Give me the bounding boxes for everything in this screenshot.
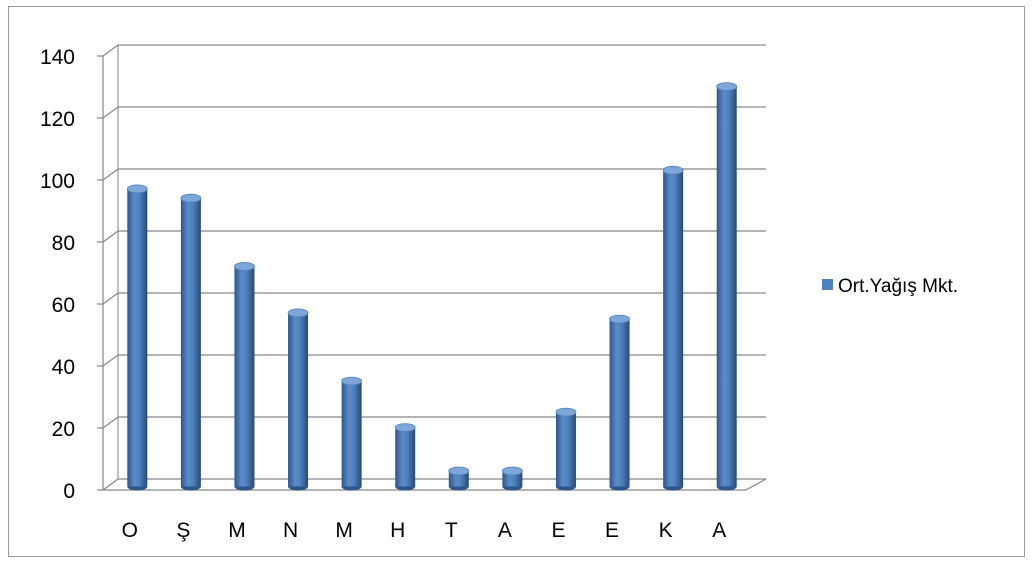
legend-swatch bbox=[822, 279, 833, 290]
bar-top bbox=[234, 261, 255, 271]
y-tick-label: 140 bbox=[40, 46, 75, 69]
bar-top bbox=[341, 376, 363, 386]
bar bbox=[555, 407, 577, 491]
bar bbox=[180, 193, 202, 491]
bar bbox=[662, 165, 684, 491]
bar-top bbox=[180, 193, 202, 203]
bar-top bbox=[126, 184, 148, 194]
x-tick-label: M bbox=[335, 519, 353, 542]
bar bbox=[287, 308, 309, 491]
legend-label: Ort.Yağış Mkt. bbox=[838, 276, 958, 297]
bar-series bbox=[126, 82, 738, 491]
x-tick-label: K bbox=[659, 519, 673, 542]
bar-body bbox=[288, 312, 309, 487]
bar-top bbox=[287, 308, 309, 318]
bar-body bbox=[716, 86, 737, 487]
gridline-side bbox=[102, 230, 119, 243]
bar-body bbox=[609, 319, 630, 487]
gridline-side bbox=[102, 44, 119, 57]
x-tick-label: O bbox=[122, 519, 138, 542]
y-tick-label: 60 bbox=[52, 294, 75, 317]
bar bbox=[501, 466, 523, 491]
bar bbox=[609, 314, 630, 491]
bar-body bbox=[555, 412, 576, 487]
bar-top bbox=[394, 423, 416, 433]
x-tick-label: H bbox=[390, 519, 405, 542]
bar-top bbox=[609, 314, 630, 324]
gridlines bbox=[97, 44, 766, 491]
bar bbox=[234, 261, 255, 491]
y-tick-label: 100 bbox=[40, 170, 75, 193]
bar-top bbox=[448, 466, 470, 476]
y-tick-label: 20 bbox=[52, 418, 75, 441]
bar bbox=[341, 376, 363, 491]
bar bbox=[716, 82, 738, 491]
bar-body bbox=[180, 198, 201, 487]
gridline-side bbox=[102, 354, 119, 367]
x-tick-label: T bbox=[445, 519, 458, 542]
bar-body bbox=[127, 188, 148, 487]
floor-right-edge bbox=[745, 478, 767, 491]
legend: Ort.Yağış Mkt. bbox=[822, 276, 958, 297]
bar-body bbox=[341, 381, 362, 487]
x-tick-label: A bbox=[712, 519, 726, 542]
bar-body bbox=[234, 266, 255, 487]
y-tick-label: 0 bbox=[63, 480, 75, 503]
gridline-side bbox=[102, 292, 119, 305]
y-tick-label: 40 bbox=[52, 356, 75, 379]
chart-frame bbox=[8, 6, 1025, 557]
y-axis-tick-labels: 0 20 40 60 80 100 120 140 bbox=[40, 46, 75, 503]
gridline-side bbox=[102, 106, 119, 119]
gridline-side bbox=[102, 416, 119, 429]
y-tick-label: 120 bbox=[40, 108, 75, 131]
axes bbox=[102, 45, 767, 491]
x-tick-label: N bbox=[283, 519, 298, 542]
y-tick-label: 80 bbox=[52, 232, 75, 255]
bar-body bbox=[395, 427, 416, 487]
x-tick-label: A bbox=[498, 519, 512, 542]
bar-top bbox=[555, 407, 577, 417]
bar bbox=[394, 423, 416, 491]
gridline-side bbox=[102, 168, 119, 181]
bar bbox=[126, 184, 148, 491]
gridline-side bbox=[102, 478, 119, 491]
bar-body bbox=[663, 170, 684, 487]
x-tick-label: M bbox=[228, 519, 246, 542]
x-tick-label: Ş bbox=[176, 519, 190, 542]
x-tick-label: E bbox=[605, 519, 619, 542]
bar-top bbox=[716, 82, 738, 91]
bar bbox=[448, 466, 470, 491]
bar-top bbox=[501, 466, 523, 476]
bar-top bbox=[662, 165, 684, 175]
x-tick-label: E bbox=[551, 519, 565, 542]
